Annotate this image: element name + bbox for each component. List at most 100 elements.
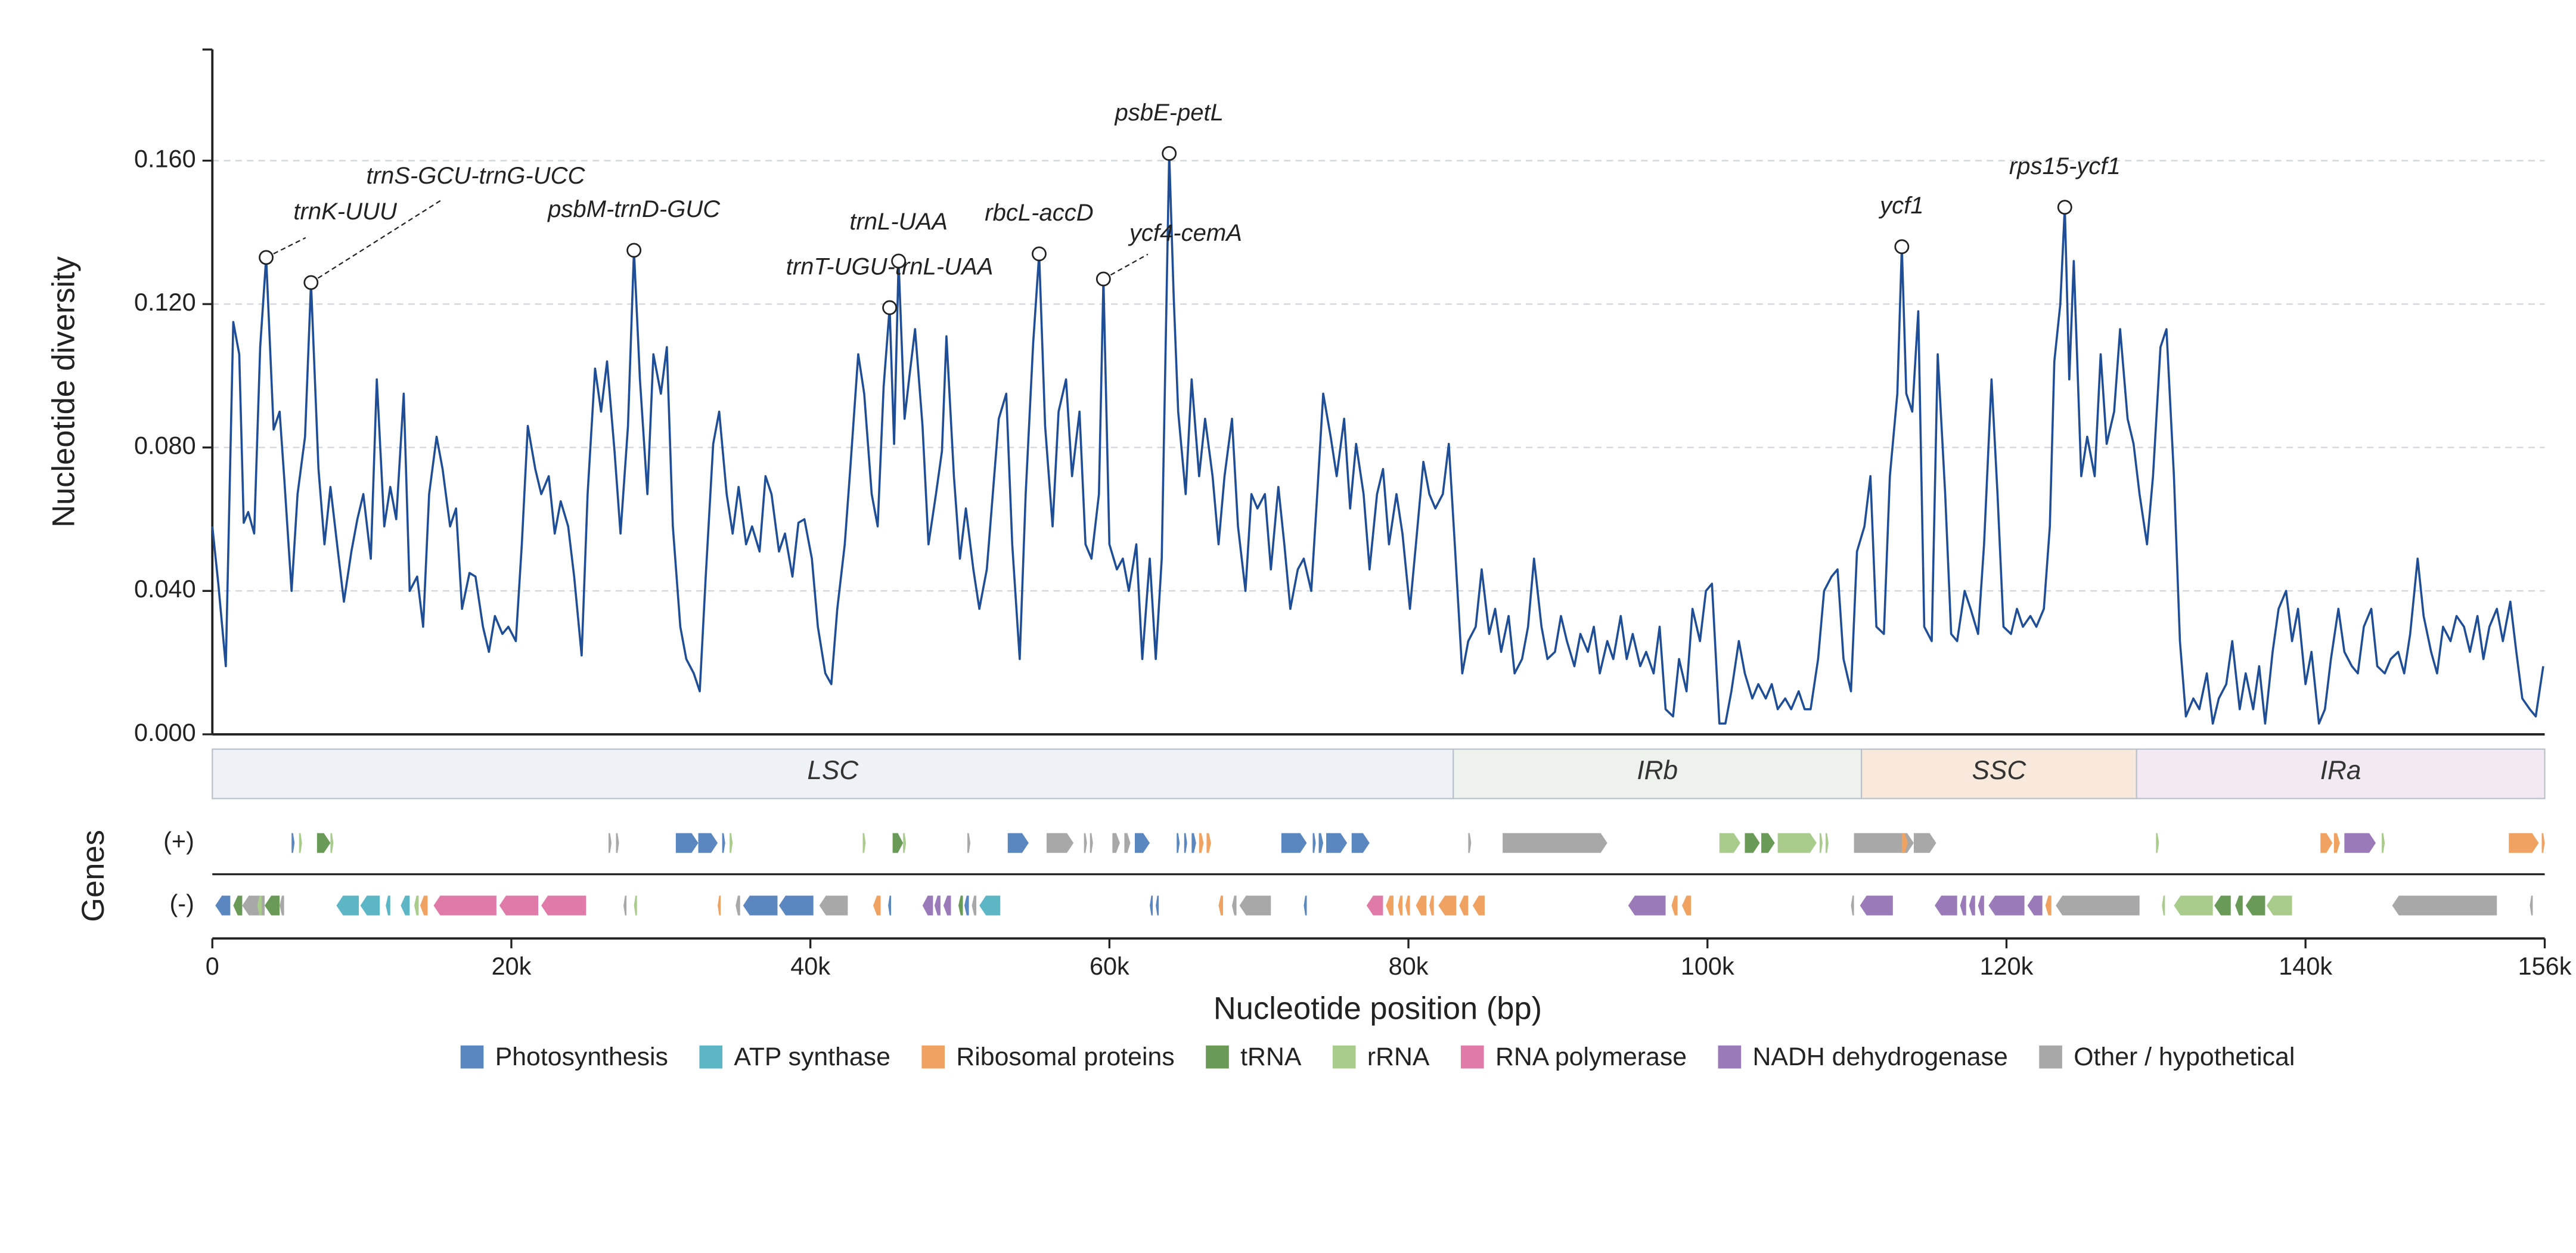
gene — [888, 895, 892, 916]
gene — [943, 895, 951, 916]
gene — [1090, 833, 1093, 853]
gene — [873, 895, 881, 916]
annotation-leader — [1103, 253, 1149, 280]
gene — [2056, 895, 2140, 916]
gene — [2541, 833, 2545, 853]
gene — [1206, 833, 1211, 853]
gene — [735, 895, 740, 916]
region-label: LSC — [807, 756, 859, 785]
gene — [2266, 895, 2292, 916]
y-axis-title: Nucleotide diversity — [46, 256, 81, 528]
gene — [2382, 833, 2385, 853]
gene — [1438, 895, 1457, 916]
gene — [1913, 833, 1936, 853]
gene — [299, 833, 302, 853]
gene — [1191, 833, 1196, 853]
gene — [1239, 895, 1271, 916]
gene — [265, 895, 280, 916]
gene — [819, 895, 848, 916]
region-band — [212, 748, 1454, 799]
gene — [1851, 895, 1854, 916]
gene — [1199, 833, 1204, 853]
gene — [1761, 833, 1775, 853]
gene — [2156, 833, 2159, 853]
gene — [1671, 895, 1678, 916]
gene — [316, 833, 331, 853]
legend-swatch — [460, 1045, 484, 1069]
gene — [1628, 895, 1666, 916]
x-tick-label: 140k — [2279, 953, 2332, 980]
legend-swatch — [2039, 1045, 2062, 1069]
gene — [2333, 833, 2340, 853]
gene — [862, 833, 866, 853]
annotation-label: rbcL-accD — [985, 200, 1093, 226]
gene — [1047, 833, 1074, 853]
gene — [1860, 895, 1893, 916]
gene — [499, 895, 539, 916]
gene — [1156, 895, 1159, 916]
region-label: SSC — [1972, 756, 2027, 785]
strand-label: (+) — [163, 827, 194, 855]
gene — [2045, 895, 2052, 916]
gene — [1935, 895, 1957, 916]
legend-label: rRNA — [1367, 1043, 1430, 1071]
y-tick-label: 0.160 — [134, 145, 196, 172]
region-band — [1453, 748, 1863, 799]
gene — [2162, 895, 2165, 916]
gene — [2214, 895, 2231, 916]
gene — [616, 833, 619, 853]
legend-swatch — [1206, 1045, 1229, 1069]
gene — [1969, 895, 1975, 916]
annotation-label: trnT-UGU-trnL-UAA — [786, 253, 994, 280]
region-band — [2136, 748, 2546, 799]
gene — [2027, 895, 2043, 916]
gene — [386, 895, 390, 916]
gene — [1825, 833, 1829, 853]
gene — [743, 895, 778, 916]
gene — [698, 833, 718, 853]
legend-swatch — [1332, 1045, 1356, 1069]
gene — [1150, 895, 1153, 916]
gene — [291, 833, 295, 853]
annotation-label: rps15-ycf1 — [2009, 153, 2121, 179]
gene — [401, 895, 410, 916]
region-label: IRa — [2320, 756, 2361, 785]
gene — [1281, 833, 1307, 853]
legend-label: ATP synthase — [734, 1043, 890, 1071]
peak-marker — [626, 243, 642, 258]
gene — [1351, 833, 1370, 853]
gene — [722, 833, 725, 853]
x-tick-label: 100k — [1681, 953, 1734, 980]
gene — [257, 895, 262, 916]
legend-label: Photosynthesis — [495, 1043, 668, 1071]
gene — [1218, 895, 1223, 916]
gene — [1398, 895, 1403, 916]
x-tick-label: 0 — [206, 953, 219, 980]
gene — [1084, 833, 1087, 853]
peak-marker — [1894, 239, 1910, 255]
gene — [233, 895, 243, 916]
peak-marker — [259, 250, 274, 265]
peak-marker — [1162, 146, 1177, 161]
annotation-label: psbE-petL — [1114, 100, 1223, 126]
gene — [1472, 895, 1485, 916]
annotation-label: psbM-trnD-GUC — [547, 196, 721, 222]
gene — [1988, 895, 2025, 916]
gene — [1745, 833, 1760, 853]
gene — [1503, 833, 1607, 853]
gene — [730, 833, 733, 853]
annotation-label: trnS-GCU-trnG-UCC — [367, 163, 586, 189]
gene — [1468, 833, 1472, 853]
legend-label: NADH dehydrogenase — [1753, 1043, 2008, 1071]
x-tick-label: 80k — [1389, 953, 1429, 980]
strand-label: (-) — [170, 890, 194, 917]
gene — [1124, 833, 1131, 853]
x-tick-label: 60k — [1090, 953, 1129, 980]
gene — [1318, 833, 1324, 853]
peak-marker — [1032, 246, 1047, 262]
gene — [1854, 833, 1914, 853]
gene — [2344, 833, 2376, 853]
gene — [964, 895, 969, 916]
gene — [675, 833, 699, 853]
